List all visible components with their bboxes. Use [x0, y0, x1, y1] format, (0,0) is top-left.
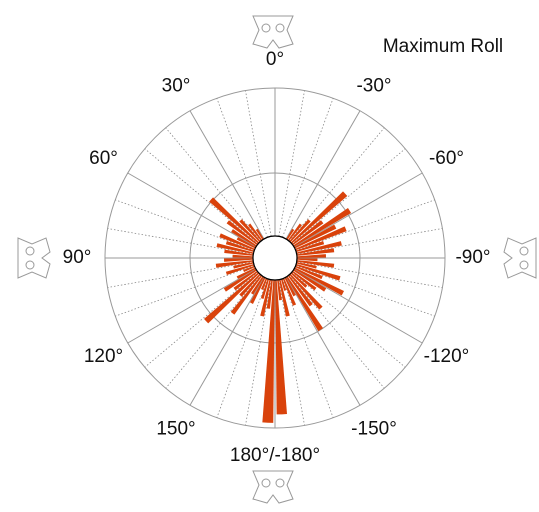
grid-spoke [285, 110, 361, 240]
icon-bottom [252, 470, 294, 504]
icon-left [17, 237, 51, 279]
angle-label: 90° [63, 247, 92, 268]
minor-spoke [282, 278, 334, 418]
minor-spoke [288, 274, 385, 389]
angle-label: -120° [424, 346, 470, 367]
minor-spoke [107, 261, 254, 288]
minor-spoke [165, 274, 262, 389]
minor-spoke [144, 271, 259, 368]
minor-spoke [216, 98, 268, 238]
bar [275, 208, 352, 258]
grid-spoke [127, 172, 257, 248]
minor-spoke [296, 261, 443, 288]
angle-label: 180°/-180° [230, 445, 320, 466]
minor-spoke [245, 90, 272, 237]
grid-spoke [189, 110, 265, 240]
minor-spoke [295, 265, 435, 317]
bar [275, 191, 348, 258]
angle-label: 60° [89, 148, 118, 169]
angle-label: -150° [351, 418, 397, 439]
grid-spoke [189, 276, 265, 406]
bar [275, 258, 287, 415]
angle-label: -90° [455, 247, 490, 268]
minor-spoke [282, 98, 334, 238]
minor-spoke [144, 148, 259, 245]
grid-spoke [293, 172, 423, 248]
angle-label: -30° [356, 76, 391, 97]
minor-spoke [295, 199, 435, 251]
minor-spoke [245, 279, 272, 426]
center-hole [252, 235, 298, 281]
minor-spoke [288, 127, 385, 242]
grid-spoke [285, 276, 361, 406]
grid-spoke [127, 268, 257, 344]
angle-label: 0° [266, 49, 284, 70]
grid-spoke [293, 268, 423, 344]
minor-spoke [296, 228, 443, 255]
icon-right [503, 237, 537, 279]
angle-label: -60° [429, 148, 464, 169]
bar [262, 258, 275, 423]
chart-title: Maximum Roll [383, 36, 503, 57]
minor-spoke [291, 271, 406, 368]
minor-spoke [278, 90, 305, 237]
minor-spoke [115, 199, 255, 251]
minor-spoke [278, 279, 305, 426]
minor-spoke [115, 265, 255, 317]
angle-label: 150° [156, 418, 195, 439]
minor-spoke [216, 278, 268, 418]
minor-spoke [165, 127, 262, 242]
minor-spoke [107, 228, 254, 255]
icon-top [252, 15, 294, 49]
minor-spoke [291, 148, 406, 245]
angle-label: 30° [162, 76, 191, 97]
angle-label: 120° [84, 346, 123, 367]
bar [204, 258, 275, 324]
